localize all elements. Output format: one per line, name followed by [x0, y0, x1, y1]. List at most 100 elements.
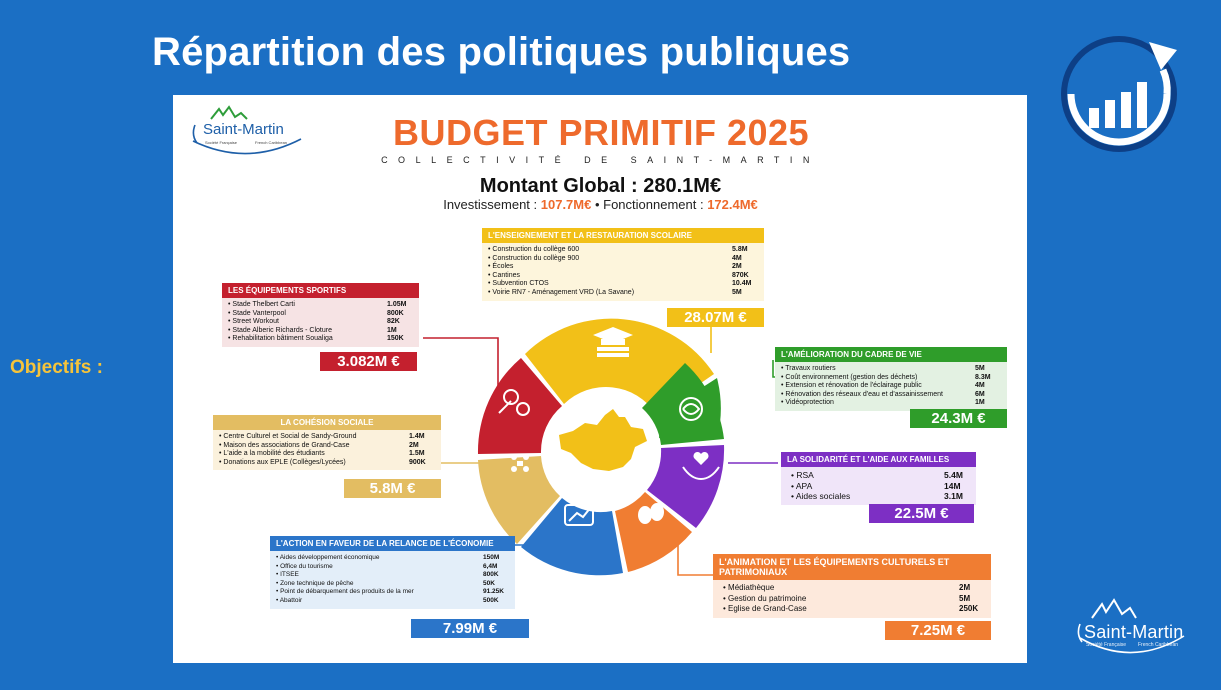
item-value: 1.5M: [409, 450, 425, 458]
card-enseignement-title: L'ENSEIGNEMENT ET LA RESTAURATION SCOLAI…: [482, 228, 764, 243]
item-label: • Rénovation des réseaux d'eau et d'assa…: [781, 390, 943, 398]
split-separator: •: [591, 197, 604, 212]
item-value: 1M: [387, 326, 397, 334]
logo-name: Saint-Martin: [1084, 622, 1184, 642]
segment-cohesion: [478, 456, 560, 544]
list-item: • Rénovation des réseaux d'eau et d'assa…: [781, 391, 1001, 400]
list-item: • Donations aux EPLE (Collèges/Lycées) 90…: [219, 459, 435, 468]
list-item: • Cantines 870K: [488, 272, 758, 281]
card-culture-total: 7.25M €: [885, 621, 991, 640]
item-value: 150M: [483, 554, 500, 561]
item-value: 14M: [944, 480, 961, 491]
fonctionnement-value: 172.4M€: [707, 197, 758, 212]
list-item: • L'aide a la mobilité des étudiants 1.5M: [219, 450, 435, 459]
list-item: • Zone technique de pêche 50K: [276, 580, 509, 589]
segment-solidarite: [647, 445, 725, 528]
community-people-icon: [511, 454, 529, 472]
item-label: • Centre Culturel et Social de Sandy-Gro…: [219, 433, 357, 440]
item-label: • L'aide a la mobilité des étudiants: [219, 450, 325, 458]
item-label: • RSA: [791, 470, 814, 480]
list-item: • Street Workout 82K: [228, 318, 413, 327]
item-value: 150K: [387, 335, 404, 343]
card-cadre-list: • Travaux routiers 5M • Coût environnemen…: [775, 362, 1007, 411]
saint-martin-emblem-icon: [1077, 598, 1185, 654]
item-value: 2M: [959, 583, 971, 592]
list-item: • Abattoir 500K: [276, 597, 509, 606]
list-item: • Construction du collège 900 4M: [488, 255, 758, 264]
card-economie: L'ACTION EN FAVEUR DE LA RELANCE DE L'ÉC…: [270, 536, 515, 609]
card-cadre-de-vie: L'AMÉLIORATION DU CADRE DE VIE • Travaux…: [775, 347, 1007, 411]
fonctionnement-label: Fonctionnement :: [603, 197, 708, 212]
item-value: 50K: [483, 579, 495, 587]
card-solidarite-list: • RSA 5.4M • APA 14M • Aides sociales 3.1M: [781, 467, 976, 505]
card-solidarite-total: 22.5M €: [869, 504, 974, 523]
item-value: 870K: [732, 271, 749, 279]
growth-chart-icon: [564, 504, 594, 526]
item-label: • Point de débarquement des produits de …: [276, 588, 414, 596]
list-item: • Office du tourisme 6,4M: [276, 563, 509, 572]
card-sport-list: • Stade Thelbert Carti 1.05M • Stade Vant…: [222, 298, 419, 347]
item-value: 5M: [732, 288, 742, 296]
item-value: 6M: [975, 390, 985, 398]
item-value: 500K: [483, 596, 499, 604]
item-value: 10.4M: [732, 280, 752, 288]
investment-split: Investissement : 107.7M€ • Fonctionnemen…: [363, 197, 838, 212]
saint-martin-logo: Saint-Martin Société Française French Ca…: [1072, 596, 1192, 666]
item-label: • Voirie RN7 - Aménagement VRD (La Savan…: [488, 288, 635, 296]
card-enseignement-total: 28.07M €: [667, 308, 764, 327]
list-item: • Eglise de Grand-Case 250K: [723, 604, 985, 615]
list-item: • Construction du collège 600 5.8M: [488, 246, 758, 255]
item-label: • Écoles: [488, 263, 514, 271]
list-item: • ITSEE 800K: [276, 571, 509, 580]
item-label: • Abattoir: [276, 596, 303, 604]
list-item: • Aides sociales 3.1M: [791, 491, 970, 502]
card-solidarite-title: LA SOLIDARITÉ ET L'AIDE AUX FAMILLES: [781, 452, 976, 467]
item-label: • Gestion du patrimoine: [723, 593, 807, 603]
list-item: • Extension et rénovation de l'éclairage…: [781, 382, 1001, 391]
poster-logo-sub-left: Société Française: [205, 140, 238, 145]
list-item: • Stade Thelbert Carti 1.05M: [228, 301, 413, 310]
segment-sport: [477, 358, 562, 454]
list-item: • Subvention CTOS 10.4M: [488, 280, 758, 289]
item-label: • Stade Vanterpool: [228, 309, 286, 317]
item-label: • Donations aux EPLE (Collèges/Lycées): [219, 458, 346, 466]
card-cohesion-title: LA COHÉSION SOCIALE: [213, 415, 441, 430]
item-value: 6,4M: [483, 562, 498, 570]
item-label: • ITSEE: [276, 571, 299, 579]
card-enseignement: L'ENSEIGNEMENT ET LA RESTAURATION SCOLAI…: [482, 228, 764, 301]
segment-cadre-de-vie: [642, 363, 724, 445]
item-label: • Aides sociales: [791, 491, 851, 501]
card-economie-title: L'ACTION EN FAVEUR DE LA RELANCE DE L'ÉC…: [270, 536, 515, 551]
item-value: 4M: [732, 254, 742, 262]
card-cohesion-list: • Centre Culturel et Social de Sandy-Gro…: [213, 430, 441, 471]
saint-martin-island-icon: [559, 409, 647, 471]
item-label: • Construction du collège 900: [488, 254, 580, 262]
list-item: • Écoles 2M: [488, 263, 758, 272]
card-cohesion: LA COHÉSION SOCIALE • Centre Culturel et…: [213, 415, 441, 471]
item-value: 4M: [975, 382, 985, 390]
item-value: 1.4M: [409, 433, 425, 440]
item-label: • Vidéoprotection: [781, 399, 834, 407]
montant-global: Montant Global : 280.1M€: [479, 175, 722, 197]
poster-logo-emblem-icon: [192, 105, 302, 155]
list-item: • Rehabilitation bâtiment Soualiga 150K: [228, 335, 413, 344]
item-label: • Subvention CTOS: [488, 280, 549, 288]
item-value: 1M: [975, 399, 985, 407]
card-cadre-title: L'AMÉLIORATION DU CADRE DE VIE: [775, 347, 1007, 362]
theater-masks-icon: [638, 503, 664, 524]
item-value: 900K: [409, 458, 426, 466]
item-value: 82K: [387, 318, 400, 326]
item-label: • Zone technique de pêche: [276, 579, 354, 587]
card-economie-list: • Aides développement économique 150M • O…: [270, 551, 515, 609]
list-item: • Maison des associations de Grand-Case 2…: [219, 442, 435, 451]
budget-poster: Saint-Martin Société Française French Ca…: [173, 95, 1027, 663]
family-care-hands-icon: [682, 451, 720, 481]
item-label: • Cantines: [488, 271, 521, 279]
list-item: • Centre Culturel et Social de Sandy-Gro…: [219, 433, 435, 442]
item-value: 91.25K: [483, 588, 504, 596]
segment-culture: [615, 492, 692, 572]
logo-sub-right: French Caribbean: [1138, 642, 1179, 648]
item-value: 5M: [975, 365, 985, 372]
item-label: • Office du tourisme: [276, 562, 333, 570]
item-value: 800K: [483, 571, 499, 579]
